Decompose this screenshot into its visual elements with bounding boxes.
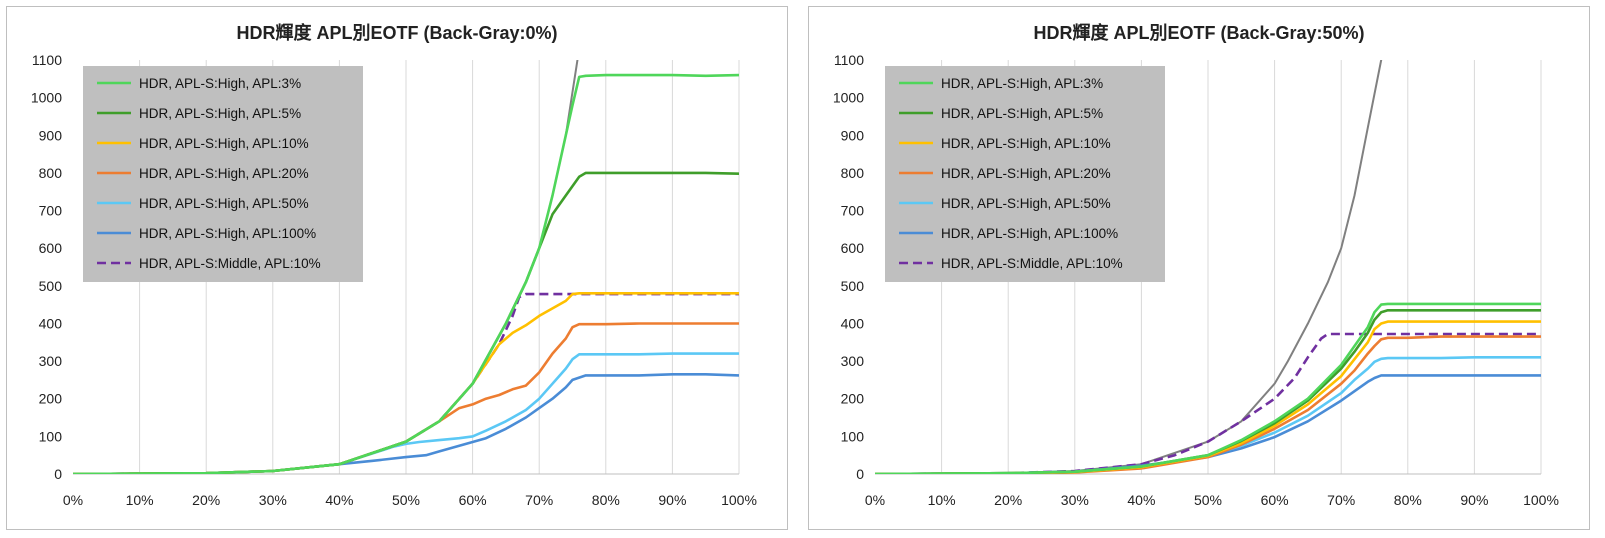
legend-entry-label: HDR, APL-S:High, APL:5% bbox=[139, 106, 301, 121]
legend: HDR, APL-S:High, APL:3% HDR, APL-S:High, … bbox=[83, 66, 363, 282]
legend: HDR, APL-S:High, APL:3% HDR, APL-S:High, … bbox=[885, 66, 1165, 282]
legend-entry-label: HDR, APL-S:High, APL:20% bbox=[139, 166, 309, 181]
x-tick-label: 50% bbox=[392, 492, 420, 508]
y-tick-label: 500 bbox=[841, 278, 865, 294]
series-line-0 bbox=[875, 302, 1541, 474]
x-tick-label: 10% bbox=[928, 492, 956, 508]
legend-entry-label: HDR, APL-S:High, APL:100% bbox=[139, 226, 316, 241]
x-tick-label: 60% bbox=[1261, 492, 1289, 508]
legend-entry-label: HDR, APL-S:High, APL:3% bbox=[139, 76, 301, 91]
chart-title: HDR輝度 APL別EOTF (Back-Gray:0%) bbox=[236, 22, 557, 43]
y-tick-label: 200 bbox=[841, 391, 865, 407]
x-tick-label: 90% bbox=[658, 492, 686, 508]
y-tick-label: 700 bbox=[39, 203, 63, 219]
y-tick-label: 0 bbox=[856, 466, 864, 482]
y-tick-label: 1100 bbox=[834, 52, 864, 68]
y-tick-label: 300 bbox=[39, 353, 63, 369]
legend-entry-label: HDR, APL-S:High, APL:50% bbox=[139, 196, 309, 211]
x-tick-label: 30% bbox=[259, 492, 287, 508]
x-tick-label: 10% bbox=[126, 492, 154, 508]
legend-entry-label: HDR, APL-S:Middle, APL:10% bbox=[139, 256, 321, 271]
y-tick-label: 900 bbox=[39, 127, 63, 143]
x-tick-label: 60% bbox=[459, 492, 487, 508]
legend-entry-label: HDR, APL-S:High, APL:20% bbox=[941, 166, 1111, 181]
series-line-5 bbox=[73, 372, 739, 474]
x-tick-label: 80% bbox=[1394, 492, 1422, 508]
series-line-6 bbox=[875, 332, 1541, 474]
chart-svg: HDR輝度 APL別EOTF (Back-Gray:0%) 0% 10% 20% 30%… bbox=[31, 22, 757, 508]
y-tick-label: 500 bbox=[39, 278, 63, 294]
x-tick-label: 90% bbox=[1460, 492, 1488, 508]
y-tick-label: 0 bbox=[54, 466, 62, 482]
y-tick-label: 1000 bbox=[31, 90, 62, 106]
y-tick-label: 1100 bbox=[32, 52, 62, 68]
x-tick-label: 30% bbox=[1061, 492, 1089, 508]
x-tick-label: 0% bbox=[865, 492, 885, 508]
plot-area bbox=[73, 60, 739, 474]
x-tick-label: 100% bbox=[721, 492, 757, 508]
plot-area bbox=[875, 60, 1541, 474]
x-tick-label: 70% bbox=[525, 492, 553, 508]
chart-panel-back-gray-0: HDR輝度 APL別EOTF (Back-Gray:0%) 0% 10% 20% 30%… bbox=[6, 6, 788, 530]
y-tick-label: 100 bbox=[39, 428, 63, 444]
legend-entry-label: HDR, APL-S:High, APL:50% bbox=[941, 196, 1111, 211]
x-tick-label: 20% bbox=[192, 492, 220, 508]
chart-title: HDR輝度 APL別EOTF (Back-Gray:50%) bbox=[1033, 22, 1364, 43]
x-tick-label: 40% bbox=[325, 492, 353, 508]
y-tick-label: 200 bbox=[39, 391, 63, 407]
y-tick-label: 600 bbox=[841, 240, 865, 256]
x-tick-label: 20% bbox=[994, 492, 1022, 508]
x-tick-label: 40% bbox=[1127, 492, 1155, 508]
x-tick-label: 50% bbox=[1194, 492, 1222, 508]
y-tick-label: 300 bbox=[841, 353, 865, 369]
legend-entry-label: HDR, APL-S:High, APL:3% bbox=[941, 76, 1103, 91]
y-tick-label: 800 bbox=[39, 165, 63, 181]
x-tick-label: 100% bbox=[1523, 492, 1559, 508]
legend-entry-label: HDR, APL-S:High, APL:100% bbox=[941, 226, 1118, 241]
y-tick-label: 400 bbox=[39, 315, 63, 331]
series-line-0 bbox=[73, 73, 739, 474]
y-tick-label: 700 bbox=[841, 203, 865, 219]
chart-svg: HDR輝度 APL別EOTF (Back-Gray:50%) 0% 10% 20% 30… bbox=[833, 22, 1559, 508]
chart-panel-back-gray-50: HDR輝度 APL別EOTF (Back-Gray:50%) 0% 10% 20% 30… bbox=[808, 6, 1590, 530]
y-tick-label: 900 bbox=[841, 127, 865, 143]
legend-entry-label: HDR, APL-S:Middle, APL:10% bbox=[941, 256, 1123, 271]
y-tick-label: 400 bbox=[841, 315, 865, 331]
legend-entry-label: HDR, APL-S:High, APL:10% bbox=[941, 136, 1111, 151]
x-tick-label: 80% bbox=[592, 492, 620, 508]
legend-entry-label: HDR, APL-S:High, APL:10% bbox=[139, 136, 309, 151]
legend-entry-label: HDR, APL-S:High, APL:5% bbox=[941, 106, 1103, 121]
y-tick-label: 600 bbox=[39, 240, 63, 256]
y-tick-label: 1000 bbox=[833, 90, 864, 106]
x-tick-label: 0% bbox=[63, 492, 83, 508]
x-tick-label: 70% bbox=[1327, 492, 1355, 508]
y-tick-label: 800 bbox=[841, 165, 865, 181]
y-tick-label: 100 bbox=[841, 428, 865, 444]
